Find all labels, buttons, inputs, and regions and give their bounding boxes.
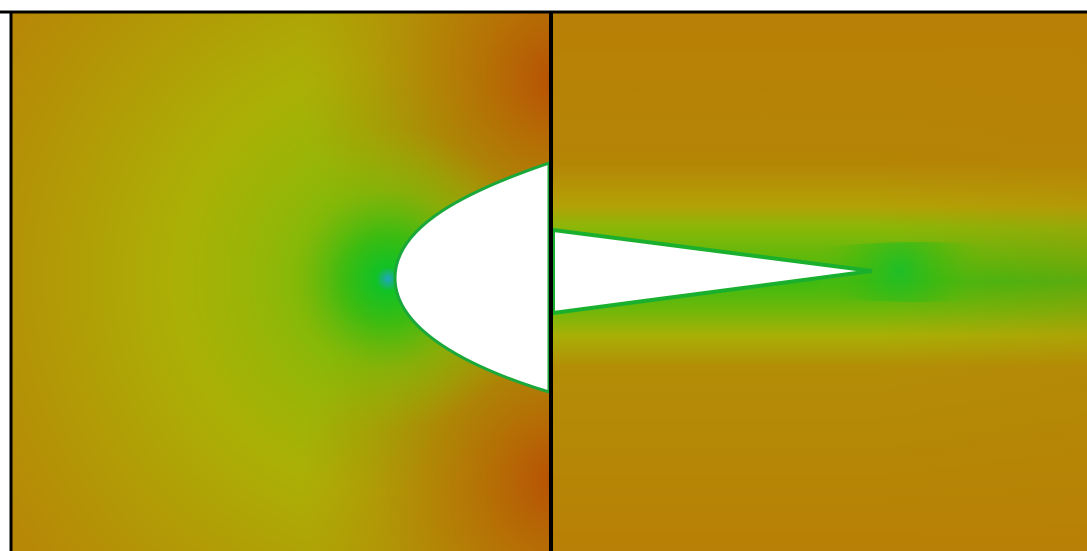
wake-core	[750, 242, 1087, 302]
leading-edge-panel	[12, 12, 549, 551]
trailing-edge-panel	[553, 12, 1087, 551]
airfoil-trailing-edge-shape	[553, 227, 873, 316]
airfoil-leading-edge-shape	[393, 161, 549, 394]
